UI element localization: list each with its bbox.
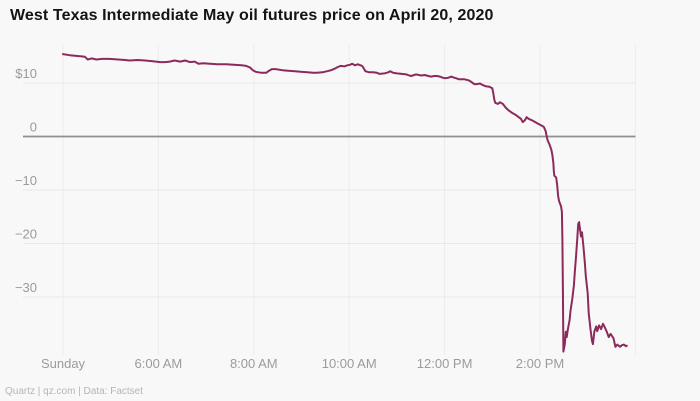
x-tick-label: Sunday [41,356,86,371]
y-tick-label: −10 [15,173,37,188]
x-tick-label: 10:00 AM [322,356,377,371]
price-line [62,53,628,353]
y-tick-label: $10 [15,66,37,81]
y-tick-label: 0 [30,120,37,135]
source-credit: Quartz | qz.com | Data: Factset [5,386,144,397]
x-tick-label: 8:00 AM [230,356,278,371]
x-tick-label: 6:00 AM [135,356,183,371]
chart-title: West Texas Intermediate May oil futures … [10,7,494,24]
x-tick-label: 12:00 PM [417,356,473,371]
y-tick-label: −30 [15,280,37,295]
y-tick-label: −20 [15,227,37,242]
x-tick-label: 2:00 PM [516,356,564,371]
